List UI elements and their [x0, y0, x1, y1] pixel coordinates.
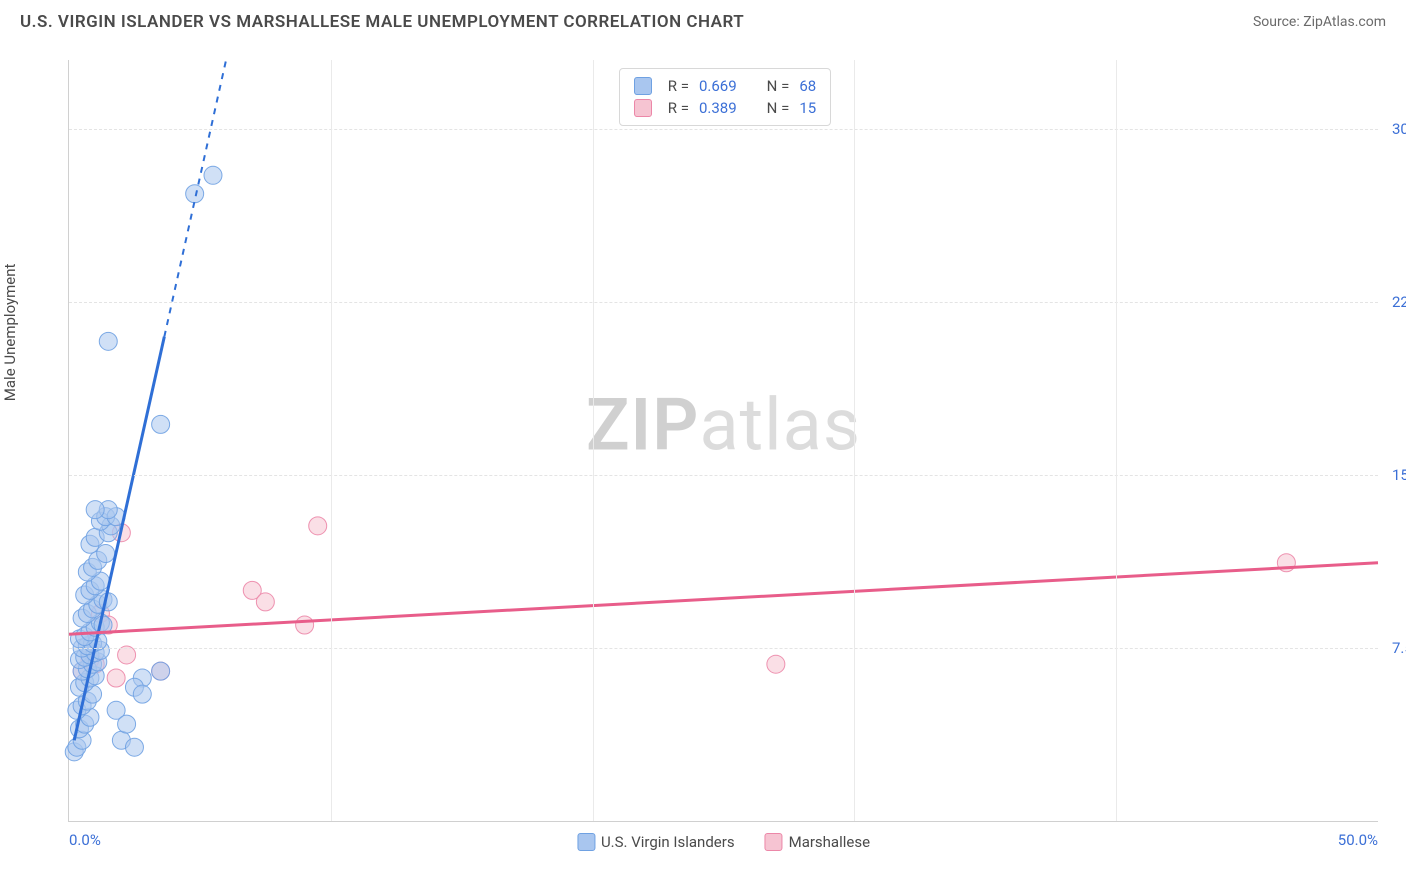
- data-point: [99, 593, 117, 611]
- source-name: ZipAtlas.com: [1303, 14, 1386, 30]
- data-point: [86, 501, 104, 519]
- series-legend: U.S. Virgin Islanders Marshallese: [577, 833, 870, 851]
- n-value-usvi: 68: [799, 77, 816, 95]
- chart-title: U.S. VIRGIN ISLANDER VS MARSHALLESE MALE…: [20, 12, 744, 32]
- correlation-legend: R = 0.669 N = 68 R = 0.389 N = 15: [619, 68, 831, 126]
- legend-row-usvi: R = 0.669 N = 68: [634, 75, 816, 97]
- data-point: [125, 738, 143, 756]
- r-label: R =: [668, 77, 689, 95]
- r-value-usvi: 0.669: [699, 77, 737, 95]
- swatch-usvi: [634, 77, 652, 95]
- x-tick-start: 0.0%: [69, 831, 101, 849]
- y-tick-label: 7.5%: [1382, 639, 1406, 657]
- data-point: [118, 715, 136, 733]
- legend-label-usvi: U.S. Virgin Islanders: [601, 833, 735, 851]
- chart-container: Male Unemployment ZIPatlas R = 0.669 N =…: [20, 50, 1386, 872]
- gridline-h: [69, 129, 1378, 130]
- legend-label-marsh: Marshallese: [789, 833, 870, 851]
- data-point: [186, 185, 204, 203]
- data-point: [152, 415, 170, 433]
- legend-item-marsh: Marshallese: [765, 833, 870, 851]
- gridline-h: [69, 475, 1378, 476]
- data-point: [97, 544, 115, 562]
- swatch-marsh: [765, 833, 783, 851]
- data-point: [204, 166, 222, 184]
- data-point: [256, 593, 274, 611]
- gridline-v: [593, 60, 594, 821]
- plot-area: ZIPatlas R = 0.669 N = 68 R = 0.389 N = …: [68, 60, 1378, 822]
- y-tick-label: 30.0%: [1382, 120, 1406, 138]
- data-point: [309, 517, 327, 535]
- gridline-h: [69, 302, 1378, 303]
- data-point: [296, 616, 314, 634]
- n-value-marsh: 15: [799, 99, 816, 117]
- r-value-marsh: 0.389: [699, 99, 737, 117]
- data-point: [152, 662, 170, 680]
- y-tick-label: 22.5%: [1382, 293, 1406, 311]
- y-axis-label: Male Unemployment: [1, 264, 19, 402]
- gridline-v: [331, 60, 332, 821]
- swatch-marsh: [634, 99, 652, 117]
- swatch-usvi: [577, 833, 595, 851]
- source-attribution: Source: ZipAtlas.com: [1253, 14, 1386, 30]
- data-point: [107, 669, 125, 687]
- legend-item-usvi: U.S. Virgin Islanders: [577, 833, 735, 851]
- r-label: R =: [668, 99, 689, 117]
- data-point: [767, 655, 785, 673]
- legend-row-marsh: R = 0.389 N = 15: [634, 97, 816, 119]
- plot-svg: [69, 60, 1378, 821]
- x-tick-end: 50.0%: [1338, 831, 1378, 849]
- n-label: N =: [767, 99, 790, 117]
- gridline-v: [1116, 60, 1117, 821]
- gridline-h: [69, 648, 1378, 649]
- data-point: [99, 332, 117, 350]
- n-label: N =: [767, 77, 790, 95]
- source-label: Source:: [1253, 14, 1303, 30]
- y-tick-label: 15.0%: [1382, 466, 1406, 484]
- gridline-v: [854, 60, 855, 821]
- data-point: [133, 685, 151, 703]
